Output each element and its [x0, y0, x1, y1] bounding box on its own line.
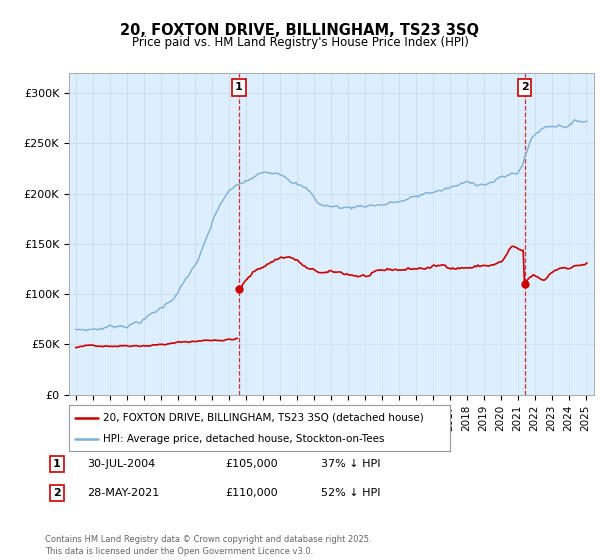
Text: 2: 2 — [53, 488, 61, 498]
Text: 52% ↓ HPI: 52% ↓ HPI — [321, 488, 380, 498]
Text: HPI: Average price, detached house, Stockton-on-Tees: HPI: Average price, detached house, Stoc… — [103, 435, 385, 444]
Text: 30-JUL-2004: 30-JUL-2004 — [87, 459, 155, 469]
Text: £105,000: £105,000 — [225, 459, 278, 469]
Text: 20, FOXTON DRIVE, BILLINGHAM, TS23 3SQ (detached house): 20, FOXTON DRIVE, BILLINGHAM, TS23 3SQ (… — [103, 413, 424, 423]
Text: 37% ↓ HPI: 37% ↓ HPI — [321, 459, 380, 469]
Text: £110,000: £110,000 — [225, 488, 278, 498]
Text: 1: 1 — [235, 82, 242, 92]
Text: 2: 2 — [521, 82, 529, 92]
Text: Price paid vs. HM Land Registry's House Price Index (HPI): Price paid vs. HM Land Registry's House … — [131, 36, 469, 49]
Text: 1: 1 — [53, 459, 61, 469]
Text: 28-MAY-2021: 28-MAY-2021 — [87, 488, 159, 498]
Text: 20, FOXTON DRIVE, BILLINGHAM, TS23 3SQ: 20, FOXTON DRIVE, BILLINGHAM, TS23 3SQ — [121, 24, 479, 38]
Text: Contains HM Land Registry data © Crown copyright and database right 2025.
This d: Contains HM Land Registry data © Crown c… — [45, 535, 371, 556]
